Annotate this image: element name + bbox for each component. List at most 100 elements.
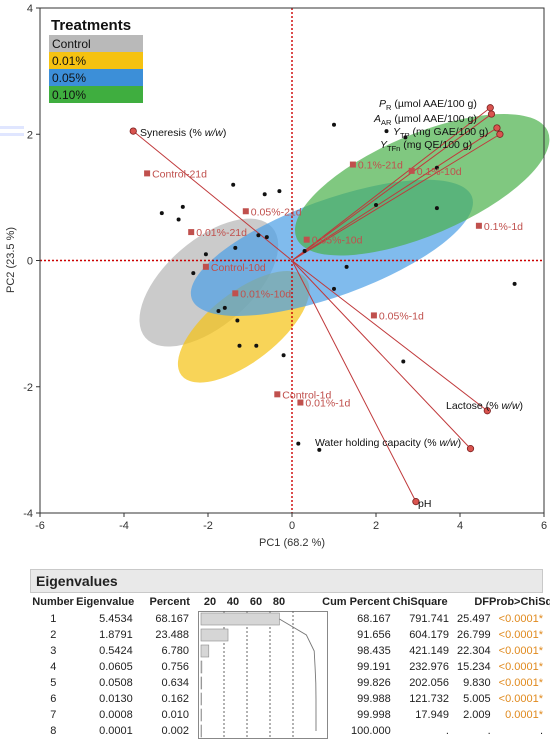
observation-point [296,441,301,446]
bar-tick-80: 80 [272,596,286,608]
legend-title: Treatments [51,17,131,34]
observation-point [403,135,408,140]
var-label-syneresis: Syneresis (% w/w) [140,127,226,139]
observation-point [317,447,322,452]
variable-labels: Syneresis (% w/w) PR (µmol AAE/100 g) AA… [140,98,523,510]
row-cum-percent: 98.435 [357,645,391,657]
legend-label-0.05: 0.05% [52,71,86,85]
observation-point [401,359,406,364]
observation-point [262,192,267,197]
y-tick-label: -4 [23,508,33,520]
observation-points [159,122,517,452]
row-eigenvalue: 1.8791 [99,629,133,641]
pca-biplot: Control-21d Control-10d Control-1d 0.01%-21… [0,3,550,549]
x-axis-title: PC1 (68.2 %) [259,537,325,549]
row-prob: <0.0001* [498,661,543,673]
loading-tip-3 [493,124,501,132]
row-cum-percent: 99.191 [357,661,391,673]
x-tick-label: 4 [457,520,463,532]
header-bar-ticks: 20 40 60 80 [194,593,319,611]
var-label-ytp: YTP (mg GAE/100 g) [393,126,488,140]
sample-label: 0.01%-21d [196,227,247,239]
header-cum-percent: Cum Percent [322,596,390,608]
row-number: 8 [50,725,57,737]
sample-labels: Control-21d Control-10d Control-1d 0.01%-21… [144,160,523,410]
loading-vector-1 [291,107,491,261]
cumulative-line [279,618,317,732]
sample-label: Control-1d [282,389,331,401]
observation-point [216,309,221,313]
sample-label: 0.05%-21d [251,206,302,218]
row-df: . [487,725,491,737]
row-chisquare: . [445,725,449,737]
treatments-legend: Treatments Control 0.01% 0.05% 0.10% [48,14,144,103]
row-percent: 0.634 [161,677,189,689]
observation-point [233,245,238,250]
loading-tip-0 [129,127,137,135]
sample-label: 0.05%-10d [312,235,363,247]
observation-point [512,281,517,286]
row-df: 15.234 [456,661,491,673]
observation-point [203,252,208,257]
var-label-ytfn: YTFn (mg QE/100 g) [380,139,472,153]
x-tick-label: -2 [203,520,213,532]
observation-point [264,235,269,240]
row-df: 25.497 [456,613,491,625]
loading-tip-7 [412,498,420,506]
observation-point [374,202,378,207]
header-chisquare: ChiSquare [392,596,448,608]
sample-label: 0.1%-21d [358,160,403,172]
row-df: 22.304 [456,645,491,657]
loading-tip-6 [466,445,475,453]
y-tick-label: 0 [27,256,33,268]
loading-vector-0 [132,130,293,261]
observation-point [180,204,185,209]
percent-bar [200,692,202,706]
eigen-row: 1 5.4534 68.167 68.167 791.741 25.497 <0.0001* [30,611,543,627]
sample-marker [274,391,281,398]
row-chisquare: 604.179 [409,629,449,641]
loading-vector-5 [291,260,488,412]
row-cum-percent: 91.656 [357,629,391,641]
row-eigenvalue: 0.0605 [99,661,133,673]
percent-bar [200,612,280,626]
bar-tick-60: 60 [249,596,263,608]
observation-point [384,129,389,134]
sample-marker [408,167,415,174]
header-df: DF [474,596,489,608]
observation-point [434,165,439,170]
observation-point [235,318,240,323]
observation-point [191,271,196,276]
row-prob: . [539,725,543,737]
row-eigenvalue: 0.0508 [99,677,133,689]
var-label-pr: PR (µmol AAE/100 g) [379,98,477,112]
row-eigenvalue: 0.5424 [99,645,133,657]
row-number: 2 [50,629,57,641]
loading-vector-2 [291,113,492,261]
row-eigenvalue: 0.0008 [99,709,133,721]
observation-point [254,343,259,348]
row-number: 7 [50,709,57,721]
row-prob: <0.0001* [498,613,543,625]
row-prob: <0.0001* [498,629,543,641]
row-percent: 0.002 [161,725,189,737]
row-chisquare: 232.976 [409,661,449,673]
var-label-ph: pH [418,498,431,510]
row-chisquare: 791.741 [409,613,449,625]
sample-label: 0.01%-10d [240,288,291,300]
row-percent: 0.756 [161,661,189,673]
row-cum-percent: 99.988 [357,693,391,705]
observation-point [256,233,261,238]
row-prob: <0.0001* [498,645,543,657]
eigenvalues-body: 1 5.4534 68.167 68.167 791.741 25.497 <0.0001*… [30,611,543,739]
eigen-row: 8 0.0001 0.002 100.000... [30,723,543,739]
header-prob: Prob>ChiSq [489,596,550,608]
percent-bar [200,644,210,658]
observation-point [231,182,236,187]
sample-marker [349,161,356,168]
x-tick-label: 6 [541,520,547,532]
eigen-row: 4 0.0605 0.756 99.191 232.976 15.234 <0.0001* [30,659,543,675]
observation-point [222,305,227,310]
row-eigenvalue: 0.0130 [99,693,133,705]
